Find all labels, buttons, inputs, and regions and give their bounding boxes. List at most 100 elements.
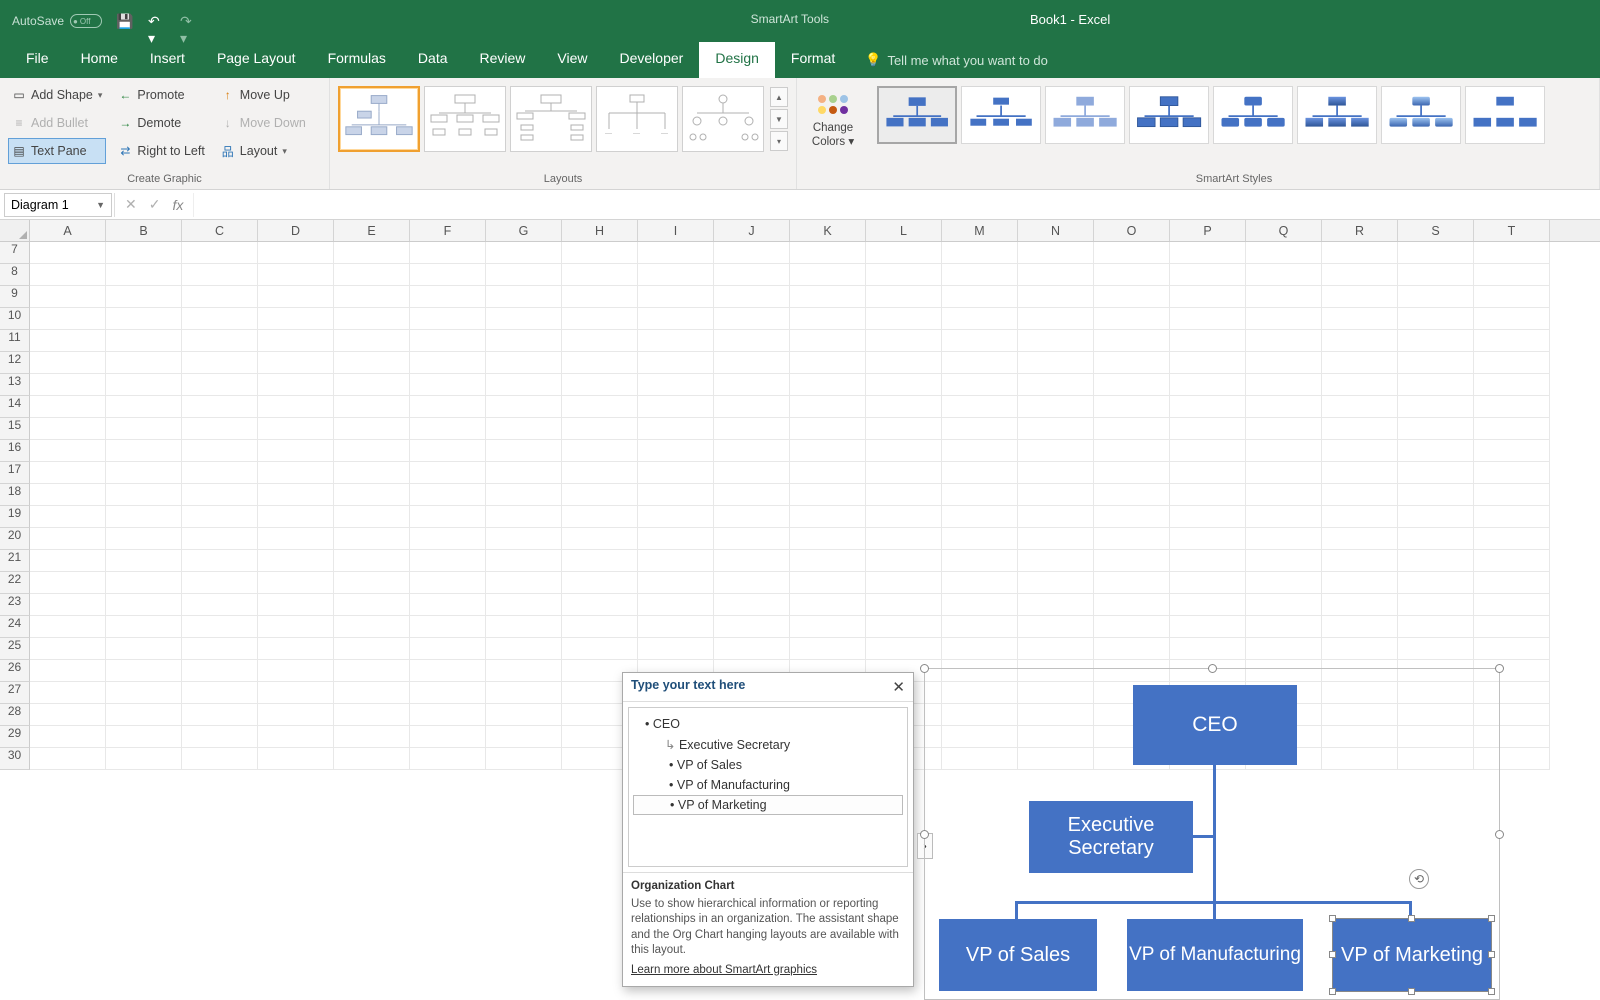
cell[interactable]	[410, 440, 486, 462]
cell[interactable]	[1094, 616, 1170, 638]
cell[interactable]	[1018, 396, 1094, 418]
enter-icon[interactable]: ✓	[149, 196, 161, 213]
cell[interactable]	[942, 616, 1018, 638]
cell[interactable]	[334, 594, 410, 616]
cell[interactable]	[486, 440, 562, 462]
cell[interactable]	[942, 440, 1018, 462]
cell[interactable]	[638, 528, 714, 550]
cell[interactable]	[258, 330, 334, 352]
cell[interactable]	[562, 572, 638, 594]
cell[interactable]	[1170, 506, 1246, 528]
cell[interactable]	[1246, 374, 1322, 396]
cell[interactable]	[410, 506, 486, 528]
cell[interactable]	[258, 704, 334, 726]
undo-icon[interactable]: ↶ ▾	[148, 13, 164, 29]
cell[interactable]	[1474, 396, 1550, 418]
demote-button[interactable]: →Demote	[114, 110, 208, 136]
cell[interactable]	[714, 572, 790, 594]
row-header[interactable]: 23	[0, 594, 30, 616]
cell[interactable]	[106, 396, 182, 418]
cell[interactable]	[1018, 484, 1094, 506]
cell[interactable]	[182, 264, 258, 286]
cell[interactable]	[1018, 462, 1094, 484]
cell[interactable]	[106, 286, 182, 308]
layouts-scroll-up[interactable]: ▲	[770, 87, 788, 107]
cell[interactable]	[1398, 264, 1474, 286]
cell[interactable]	[486, 308, 562, 330]
column-header[interactable]: O	[1094, 220, 1170, 241]
cell[interactable]	[1246, 396, 1322, 418]
cell[interactable]	[486, 616, 562, 638]
cell[interactable]	[1094, 528, 1170, 550]
cell[interactable]	[182, 528, 258, 550]
cell[interactable]	[1170, 594, 1246, 616]
style-thumb-2[interactable]	[961, 86, 1041, 144]
column-header[interactable]: B	[106, 220, 182, 241]
cell[interactable]	[1474, 418, 1550, 440]
cell[interactable]	[1170, 308, 1246, 330]
cell[interactable]	[1246, 572, 1322, 594]
cell[interactable]	[1094, 462, 1170, 484]
change-colors-button[interactable]: Change Colors ▾	[805, 82, 861, 148]
cell[interactable]	[334, 440, 410, 462]
cell[interactable]	[334, 330, 410, 352]
cell[interactable]	[1398, 374, 1474, 396]
row-header[interactable]: 25	[0, 638, 30, 660]
cell[interactable]	[182, 704, 258, 726]
cell[interactable]	[1474, 638, 1550, 660]
cell[interactable]	[1094, 396, 1170, 418]
cell[interactable]	[942, 572, 1018, 594]
cell[interactable]	[1094, 242, 1170, 264]
cell[interactable]	[1094, 594, 1170, 616]
cell[interactable]	[942, 638, 1018, 660]
cell[interactable]	[790, 264, 866, 286]
cell[interactable]	[1246, 616, 1322, 638]
cell[interactable]	[486, 748, 562, 770]
cell[interactable]	[790, 506, 866, 528]
cell[interactable]	[1474, 286, 1550, 308]
cell[interactable]	[638, 506, 714, 528]
cell[interactable]	[866, 484, 942, 506]
name-box[interactable]: Diagram 1 ▼	[4, 193, 112, 217]
column-header[interactable]: E	[334, 220, 410, 241]
cell[interactable]	[1018, 638, 1094, 660]
cell[interactable]	[258, 660, 334, 682]
cell[interactable]	[790, 550, 866, 572]
cell[interactable]	[106, 462, 182, 484]
row-header[interactable]: 18	[0, 484, 30, 506]
cell[interactable]	[790, 374, 866, 396]
cell[interactable]	[1170, 550, 1246, 572]
cell[interactable]	[410, 484, 486, 506]
cell[interactable]	[1398, 550, 1474, 572]
cell[interactable]	[30, 682, 106, 704]
cell[interactable]	[1398, 396, 1474, 418]
cell[interactable]	[866, 418, 942, 440]
cell[interactable]	[1246, 550, 1322, 572]
cell[interactable]	[1322, 528, 1398, 550]
cell[interactable]	[714, 330, 790, 352]
cell[interactable]	[30, 660, 106, 682]
cell[interactable]	[714, 374, 790, 396]
cell[interactable]	[486, 682, 562, 704]
cell[interactable]	[638, 484, 714, 506]
cell[interactable]	[942, 462, 1018, 484]
column-header[interactable]: R	[1322, 220, 1398, 241]
cell[interactable]	[866, 462, 942, 484]
cell[interactable]	[714, 484, 790, 506]
row-header[interactable]: 17	[0, 462, 30, 484]
column-header[interactable]: S	[1398, 220, 1474, 241]
layouts-scroll-down[interactable]: ▼	[770, 109, 788, 129]
cell[interactable]	[1018, 572, 1094, 594]
cell[interactable]	[1398, 462, 1474, 484]
cell[interactable]	[1474, 440, 1550, 462]
cell[interactable]	[334, 286, 410, 308]
cell[interactable]	[1246, 352, 1322, 374]
cell[interactable]	[942, 330, 1018, 352]
cell[interactable]	[258, 374, 334, 396]
cell[interactable]	[182, 682, 258, 704]
cell[interactable]	[942, 286, 1018, 308]
cell[interactable]	[486, 572, 562, 594]
cell[interactable]	[942, 264, 1018, 286]
cell[interactable]	[790, 484, 866, 506]
cell[interactable]	[942, 352, 1018, 374]
